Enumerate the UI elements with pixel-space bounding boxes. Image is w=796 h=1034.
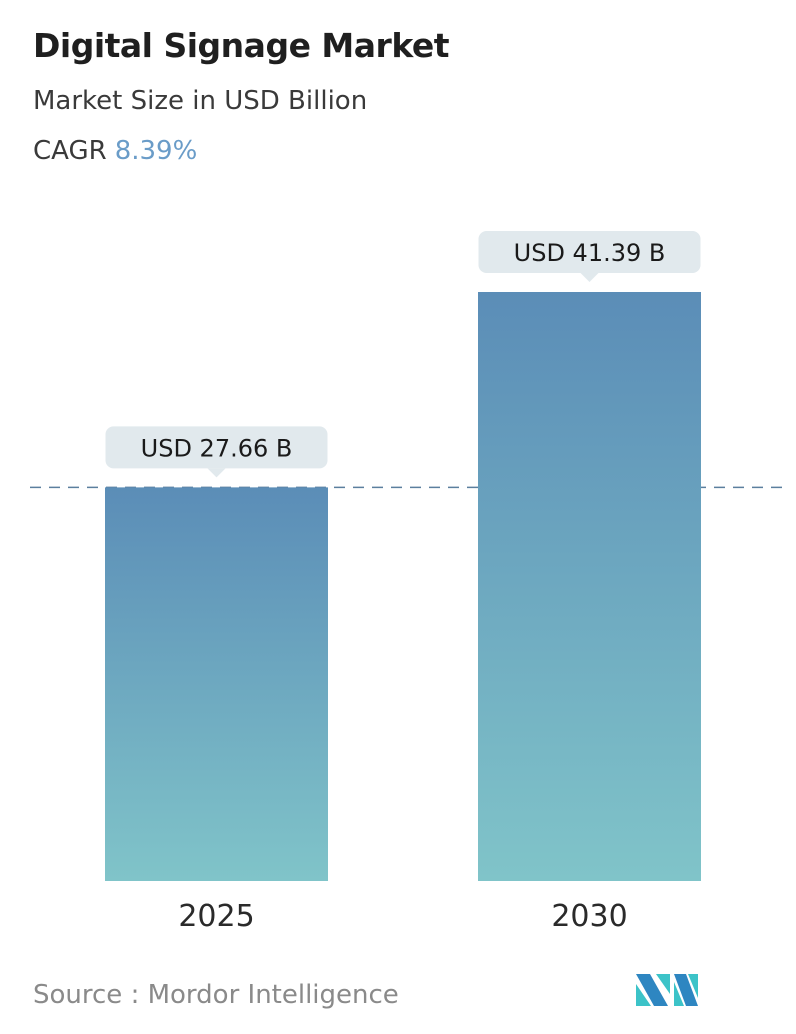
bar-2025	[105, 487, 328, 881]
data-label-pointer	[580, 273, 599, 282]
data-label-box	[478, 231, 701, 273]
cagr: CAGR 8.39%	[33, 136, 197, 166]
cagr-label: CAGR	[33, 136, 107, 166]
data-label: USD 27.66 B	[141, 434, 293, 462]
chart-subtitle: Market Size in USD Billion	[33, 86, 368, 116]
x-tick-label: 2025	[178, 899, 254, 934]
data-label-box	[105, 426, 328, 469]
source-text: Source : Mordor Intelligence	[33, 980, 399, 1010]
x-tick-label: 2030	[551, 899, 627, 934]
bar-2030	[478, 292, 701, 881]
cagr-value: 8.39%	[114, 136, 198, 166]
data-label-pointer	[207, 468, 226, 478]
mordor-logo	[636, 974, 698, 1006]
data-label: USD 41.39 B	[514, 239, 666, 267]
chart-title: Digital Signage Market	[33, 26, 450, 65]
